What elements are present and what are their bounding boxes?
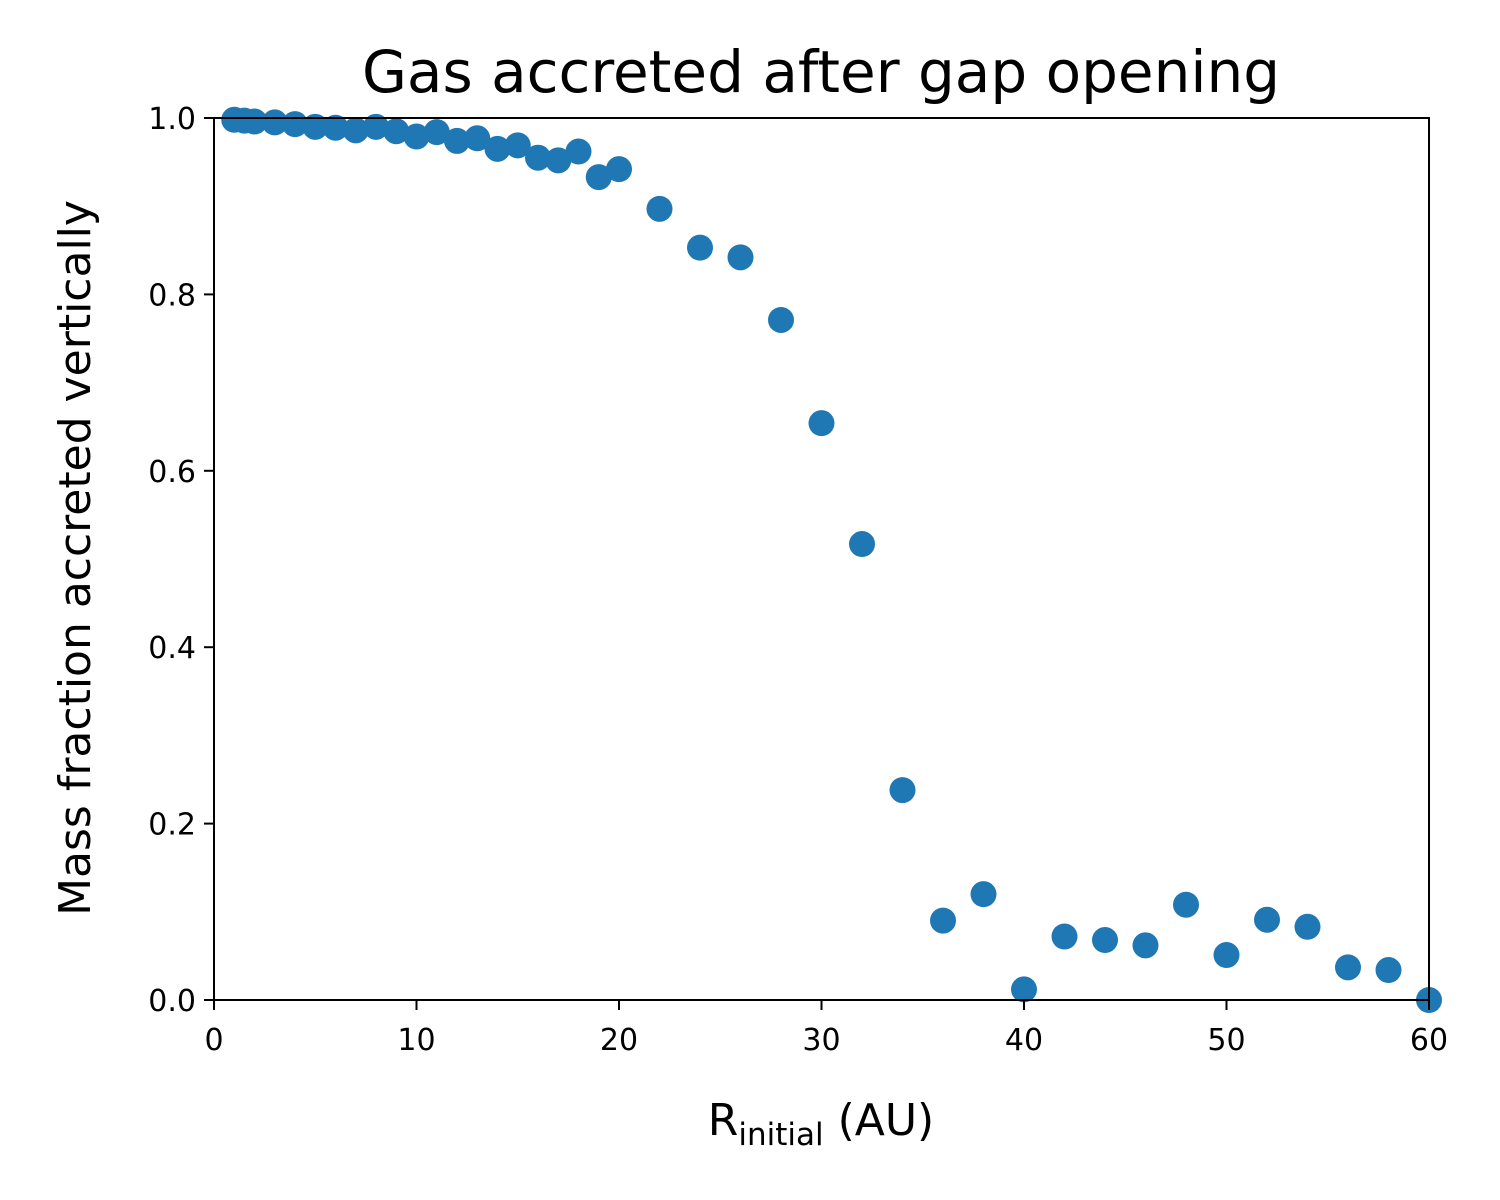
data-point <box>1375 957 1402 984</box>
data-point <box>889 777 916 804</box>
y-tick-label: 1.0 <box>148 102 196 137</box>
data-point <box>302 113 329 140</box>
y-tick-label: 0.0 <box>148 984 196 1019</box>
data-points <box>221 106 1442 1013</box>
x-axis-label-subscript: initial <box>738 1117 823 1153</box>
data-point <box>1213 942 1240 969</box>
data-point <box>849 531 875 558</box>
data-point <box>464 125 491 152</box>
data-point <box>545 147 572 174</box>
y-tick-label: 0.8 <box>148 278 196 313</box>
x-tick-label: 10 <box>397 1023 435 1058</box>
data-point <box>1011 976 1037 1003</box>
x-axis-label-main: R <box>708 1095 739 1146</box>
data-point <box>1254 906 1280 933</box>
data-point <box>342 117 369 144</box>
data-point <box>423 119 450 146</box>
data-point <box>585 164 612 191</box>
x-tick-label: 30 <box>802 1023 840 1058</box>
data-point <box>403 123 430 150</box>
data-point <box>1051 923 1078 950</box>
data-point <box>930 907 956 934</box>
data-point <box>241 108 268 135</box>
data-point <box>1173 891 1199 918</box>
y-axis-ticks: 0.0 0.2 0.4 0.6 0.8 1.0 <box>148 102 214 1019</box>
data-point <box>565 138 592 165</box>
data-point <box>768 306 794 333</box>
x-axis-label-unit: (AU) <box>824 1095 935 1146</box>
data-point <box>606 156 632 183</box>
x-tick-label: 60 <box>1410 1023 1448 1058</box>
x-axis-label: Rinitial (AU) <box>708 1095 934 1153</box>
data-point <box>1132 932 1159 959</box>
data-point <box>970 881 997 908</box>
data-point <box>1092 927 1118 954</box>
data-point <box>363 113 389 140</box>
data-point <box>646 195 673 222</box>
data-point <box>1335 954 1361 981</box>
x-tick-label: 50 <box>1207 1023 1245 1058</box>
y-tick-label: 0.6 <box>148 455 196 490</box>
data-point <box>484 135 511 162</box>
data-point <box>808 410 835 437</box>
data-point <box>727 244 754 271</box>
chart-title: Gas accreted after gap opening <box>362 38 1280 106</box>
y-tick-label: 0.4 <box>148 631 196 666</box>
y-axis-label: Mass fraction accreted vertically <box>50 200 101 916</box>
data-point <box>322 114 349 141</box>
plot-area: 0 10 20 30 40 50 60 0.0 0.2 0.4 0.6 0.8 1.0 <box>148 102 1448 1058</box>
x-tick-label: 0 <box>204 1023 223 1058</box>
data-point <box>383 118 410 145</box>
data-point <box>444 127 470 154</box>
x-axis-ticks: 0 10 20 30 40 50 60 <box>204 1000 1448 1058</box>
x-tick-label: 40 <box>1005 1023 1043 1058</box>
data-point <box>525 144 551 171</box>
data-point <box>504 132 531 159</box>
x-tick-label: 20 <box>600 1023 638 1058</box>
data-point <box>687 234 713 261</box>
data-point <box>1294 913 1321 940</box>
y-tick-label: 0.2 <box>148 808 196 843</box>
data-point <box>261 109 288 136</box>
